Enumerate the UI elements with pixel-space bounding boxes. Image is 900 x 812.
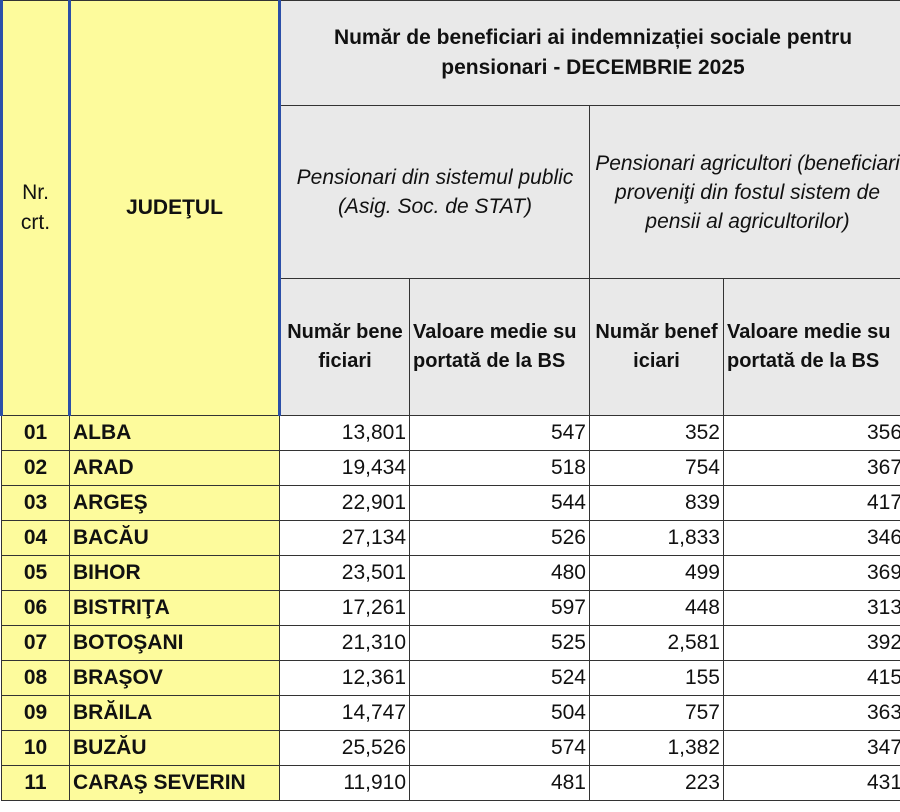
cell-value: 14,747 bbox=[279, 695, 410, 731]
cell-value: 392 bbox=[722, 625, 900, 661]
header-nr: Nr. crt. bbox=[0, 0, 71, 416]
cell-value: 2,581 bbox=[589, 625, 724, 661]
table-body: 01 ALBA 13,801 547 352 356 02 ARAD 19,434 518 754 3… bbox=[1, 415, 900, 801]
county-name: ARGEŞ bbox=[69, 485, 280, 521]
cell-value: 369 bbox=[722, 555, 900, 591]
cell-value: 1,382 bbox=[589, 730, 724, 766]
row-number: 09 bbox=[1, 695, 70, 731]
cell-value: 417 bbox=[722, 485, 900, 521]
cell-value: 754 bbox=[589, 450, 724, 486]
cell-value: 757 bbox=[589, 695, 724, 731]
row-number: 10 bbox=[1, 730, 70, 766]
sub-header: Valoare medie suportată de la BS bbox=[409, 278, 590, 416]
table-row: 08 BRAŞOV 12,361 524 155 415 bbox=[1, 660, 900, 696]
cell-value: 346 bbox=[722, 520, 900, 556]
table-row: 04 BACĂU 27,134 526 1,833 346 bbox=[1, 520, 900, 556]
cell-value: 12,361 bbox=[279, 660, 410, 696]
cell-value: 313 bbox=[722, 590, 900, 626]
cell-value: 544 bbox=[409, 485, 590, 521]
cell-value: 415 bbox=[722, 660, 900, 696]
cell-value: 525 bbox=[409, 625, 590, 661]
cell-value: 448 bbox=[589, 590, 724, 626]
sub-header: Valoare medie suportată de la BS bbox=[722, 278, 900, 416]
county-name: BIHOR bbox=[69, 555, 280, 591]
table-row: 01 ALBA 13,801 547 352 356 bbox=[1, 415, 900, 451]
county-name: BOTOŞANI bbox=[69, 625, 280, 661]
table-row: 07 BOTOŞANI 21,310 525 2,581 392 bbox=[1, 625, 900, 661]
row-number: 06 bbox=[1, 590, 70, 626]
table-row: 03 ARGEŞ 22,901 544 839 417 bbox=[1, 485, 900, 521]
cell-value: 504 bbox=[409, 695, 590, 731]
cell-value: 597 bbox=[409, 590, 590, 626]
cell-value: 22,901 bbox=[279, 485, 410, 521]
sub-header: Număr beneficiari bbox=[279, 278, 410, 416]
row-number: 04 bbox=[1, 520, 70, 556]
cell-value: 367 bbox=[722, 450, 900, 486]
cell-value: 223 bbox=[589, 765, 724, 801]
cell-value: 481 bbox=[409, 765, 590, 801]
cell-value: 21,310 bbox=[279, 625, 410, 661]
table-row: 10 BUZĂU 25,526 574 1,382 347 bbox=[1, 730, 900, 766]
cell-value: 1,833 bbox=[589, 520, 724, 556]
cell-value: 547 bbox=[409, 415, 590, 451]
row-number: 01 bbox=[1, 415, 70, 451]
cell-value: 13,801 bbox=[279, 415, 410, 451]
cell-value: 499 bbox=[589, 555, 724, 591]
sub-header: Număr beneficiari bbox=[589, 278, 724, 416]
row-number: 05 bbox=[1, 555, 70, 591]
cell-value: 480 bbox=[409, 555, 590, 591]
county-name: BACĂU bbox=[69, 520, 280, 556]
group-header: Pensionari agricultori (beneficiari prov… bbox=[588, 105, 900, 279]
table-row: 11 CARAŞ SEVERIN 11,910 481 223 431 bbox=[1, 765, 900, 801]
row-number: 11 bbox=[1, 765, 70, 801]
cell-value: 17,261 bbox=[279, 590, 410, 626]
county-name: BRĂILA bbox=[69, 695, 280, 731]
cell-value: 356 bbox=[722, 415, 900, 451]
cell-value: 431 bbox=[722, 765, 900, 801]
cell-value: 25,526 bbox=[279, 730, 410, 766]
cell-value: 352 bbox=[589, 415, 724, 451]
table-row: 05 BIHOR 23,501 480 499 369 bbox=[1, 555, 900, 591]
cell-value: 347 bbox=[722, 730, 900, 766]
county-name: ARAD bbox=[69, 450, 280, 486]
cell-value: 19,434 bbox=[279, 450, 410, 486]
cell-value: 27,134 bbox=[279, 520, 410, 556]
cell-value: 155 bbox=[589, 660, 724, 696]
cell-value: 23,501 bbox=[279, 555, 410, 591]
group-header: Pensionari din sistemul public (Asig. So… bbox=[279, 105, 590, 279]
row-number: 07 bbox=[1, 625, 70, 661]
cell-value: 11,910 bbox=[279, 765, 410, 801]
county-name: BRAŞOV bbox=[69, 660, 280, 696]
row-number: 02 bbox=[1, 450, 70, 486]
header-title: Număr de beneficiari ai indemnizației so… bbox=[278, 0, 900, 106]
cell-value: 839 bbox=[589, 485, 724, 521]
table-row: 09 BRĂILA 14,747 504 757 363 bbox=[1, 695, 900, 731]
header-judet: JUDEŢUL bbox=[68, 0, 281, 416]
row-number: 03 bbox=[1, 485, 70, 521]
cell-value: 574 bbox=[409, 730, 590, 766]
table-row: 06 BISTRIŢA 17,261 597 448 313 bbox=[1, 590, 900, 626]
county-name: BUZĂU bbox=[69, 730, 280, 766]
cell-value: 526 bbox=[409, 520, 590, 556]
county-name: ALBA bbox=[69, 415, 280, 451]
cell-value: 363 bbox=[722, 695, 900, 731]
cell-value: 524 bbox=[409, 660, 590, 696]
county-name: BISTRIŢA bbox=[69, 590, 280, 626]
table-row: 02 ARAD 19,434 518 754 367 bbox=[1, 450, 900, 486]
county-name: CARAŞ SEVERIN bbox=[69, 765, 280, 801]
row-number: 08 bbox=[1, 660, 70, 696]
cell-value: 518 bbox=[409, 450, 590, 486]
